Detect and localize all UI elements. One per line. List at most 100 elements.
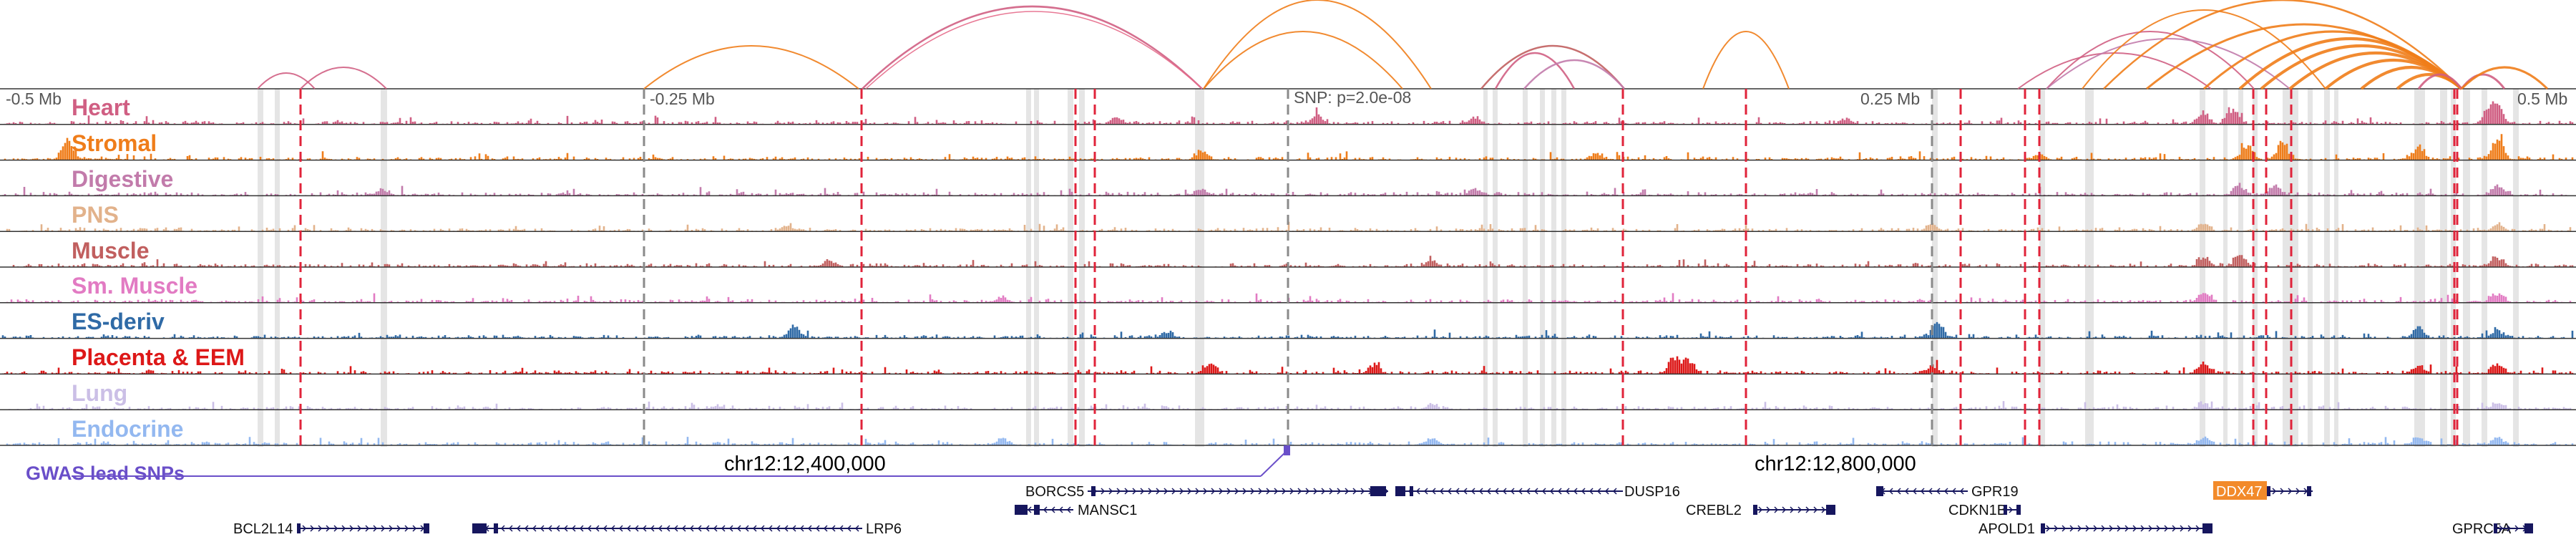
interaction-arc-5: [1203, 31, 1403, 90]
interaction-arc-2: [643, 45, 859, 90]
gene-model-lrp6[interactable]: [472, 523, 862, 533]
track-label-es-deriv: ES-deriv: [72, 309, 165, 334]
highlight-band-0: [258, 89, 263, 447]
gwas-row: GWAS lead SNPs chr12:12,400,000 chr12:12…: [26, 445, 1916, 484]
gene-label-lrp6[interactable]: LRP6: [866, 521, 902, 537]
gene-exon: [297, 523, 301, 533]
gene-strand-arrows: [2046, 525, 2208, 532]
highlight-band-30: [2513, 89, 2519, 447]
snp-pvalue-label: SNP: p=2.0e-08: [1294, 88, 1411, 107]
gene-model-gprc5a[interactable]: [2494, 523, 2533, 533]
gene-exon: [1410, 486, 1413, 496]
gene-exon: [2202, 523, 2212, 533]
coordinate-label-right: chr12:12,800,000: [1755, 453, 1916, 475]
gene-model-bcl2l14[interactable]: [297, 523, 429, 533]
gene-strand-arrows: [2272, 488, 2308, 495]
gene-strand-arrows: [2499, 525, 2527, 532]
gene-model-dusp16[interactable]: [1395, 486, 1623, 496]
gene-model-borcs5[interactable]: [1088, 486, 1389, 496]
track-label-placenta-eem: Placenta & EEM: [72, 344, 245, 370]
highlight-band-10: [1523, 89, 1528, 447]
highlight-band-25: [2414, 89, 2425, 447]
highlight-band-4: [1026, 89, 1031, 447]
gene-model-gpr19[interactable]: [1876, 486, 1968, 496]
gene-exon: [472, 523, 487, 533]
highlight-band-3: [1195, 89, 1204, 447]
gene-label-dusp16[interactable]: DUSP16: [1624, 484, 1680, 500]
cell-type-tracks: [0, 88, 2576, 446]
gene-label-bcl2l14[interactable]: BCL2L14: [233, 521, 293, 537]
interaction-arc-4: [865, 11, 1203, 90]
gene-strand-arrows: [1758, 506, 1834, 513]
interaction-arc-24: [2417, 73, 2463, 90]
gene-exon: [2004, 505, 2007, 515]
gene-exon: [1091, 486, 1096, 496]
interaction-arc-10: [1702, 31, 1790, 90]
gene-model-ddx47[interactable]: [2267, 486, 2313, 496]
gene-model-mansc1[interactable]: [1015, 505, 1073, 515]
gwas-lead-snp-marker[interactable]: [1284, 445, 1290, 455]
highlight-band-19: [2238, 89, 2243, 447]
gene-exon: [494, 523, 498, 533]
gene-label-borcs5[interactable]: BORCS5: [1025, 484, 1084, 500]
gene-label-gpr19[interactable]: GPR19: [1971, 484, 2019, 500]
gene-label-crebl2[interactable]: CREBL2: [1686, 503, 1742, 518]
track-label-endocrine: Endocrine: [72, 416, 183, 442]
highlight-band-14: [1932, 89, 1938, 447]
highlight-band-8: [1483, 89, 1488, 447]
gene-strand-arrows: [1093, 488, 1389, 495]
gene-model-apold1[interactable]: [2041, 523, 2212, 533]
track-labels: Heart Stromal Digestive PNS Muscle Sm. M…: [72, 95, 245, 442]
highlight-band-12: [1551, 89, 1556, 447]
highlight-band-2: [381, 89, 387, 447]
track-label-heart: Heart: [72, 95, 130, 120]
highlight-band-7: [1079, 89, 1085, 447]
interaction-arc-6: [1203, 0, 1432, 90]
gene-exon: [1015, 505, 1028, 515]
highlight-band-11: [1540, 89, 1545, 447]
gene-model-cdkn1b[interactable]: [2004, 505, 2021, 515]
interaction-arc-11: [2017, 52, 2212, 90]
gene-label-ddx47[interactable]: DDX47: [2216, 484, 2262, 500]
gene-exon: [1395, 486, 1405, 496]
highlight-band-5: [1034, 89, 1039, 447]
gene-exon: [2307, 486, 2311, 496]
interaction-arcs: [257, 0, 2549, 90]
ruler-mid-right-label: 0.25 Mb: [1860, 90, 1920, 108]
gene-exon: [2267, 486, 2270, 496]
gene-strand-arrows: [302, 525, 425, 532]
highlight-band-17: [2200, 89, 2205, 447]
highlight-band-26: [2440, 89, 2447, 447]
ruler-left-label: -0.5 Mb: [6, 90, 62, 108]
gene-exon: [2041, 523, 2045, 533]
track-label-muscle: Muscle: [72, 238, 149, 263]
interaction-arc-1: [300, 67, 387, 90]
interaction-arc-13: [2046, 38, 2290, 90]
gene-label-cdkn1b[interactable]: CDKN1B: [1948, 503, 2006, 518]
highlight-band-1: [275, 89, 280, 447]
gene-exon: [2524, 523, 2533, 533]
interaction-arc-23: [2396, 73, 2463, 90]
gene-label-apold1[interactable]: APOLD1: [1979, 521, 2035, 537]
track-label-lung: Lung: [72, 380, 127, 406]
interaction-arc-3: [862, 5, 1203, 90]
gwas-track-label: GWAS lead SNPs: [26, 463, 185, 484]
ruler-mid-left-label: -0.25 Mb: [650, 90, 715, 108]
gene-model-crebl2[interactable]: [1753, 505, 1835, 515]
gene-exon: [2016, 505, 2021, 515]
highlight-band-6: [1068, 89, 1073, 447]
gene-exon: [1876, 486, 1883, 496]
gene-exon: [1034, 505, 1040, 515]
gene-exon: [2494, 523, 2497, 533]
track-signal: [12, 255, 2574, 267]
interaction-arc-12: [2046, 31, 2255, 90]
highlight-band-24: [2334, 89, 2338, 447]
interaction-arc-7: [1480, 44, 1625, 90]
highlight-band-22: [2308, 89, 2313, 447]
highlight-band-20: [2253, 89, 2258, 447]
gene-label-mansc1[interactable]: MANSC1: [1078, 503, 1137, 518]
highlight-band-16: [2085, 89, 2094, 447]
track-label-digestive: Digestive: [72, 166, 173, 192]
track-label-pns: PNS: [72, 202, 119, 228]
